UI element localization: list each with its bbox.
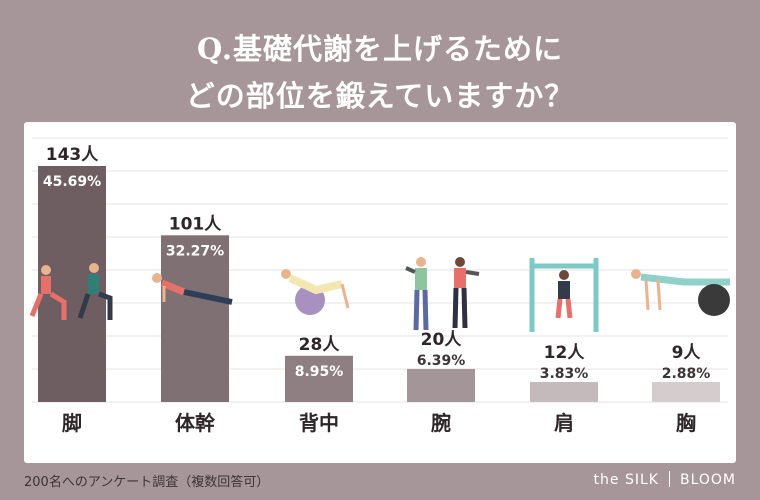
category-label: 肩 — [554, 411, 574, 435]
leg-exercise-illustration — [29, 263, 113, 320]
count-label: 9人 — [672, 343, 702, 363]
chart-title-line-1: Q.基礎代謝を上げるために — [197, 32, 563, 66]
percent-label: 6.39% — [417, 353, 466, 369]
count-label: 28人 — [299, 335, 341, 355]
brand-bloom: BLOOM — [679, 472, 736, 488]
count-label: 20人 — [421, 330, 463, 350]
bar-4 — [530, 382, 598, 402]
bar-3 — [407, 368, 475, 402]
brand-logo: the SILK BLOOM — [594, 471, 736, 488]
brand-the-silk: the SILK — [593, 472, 659, 488]
category-label: 脚 — [62, 411, 82, 435]
count-label: 12人 — [544, 343, 586, 363]
category-label: 胸 — [676, 411, 696, 435]
count-label: 143人 — [46, 145, 99, 165]
core-exercise-illustration — [152, 273, 233, 305]
bar-1 — [161, 235, 229, 402]
bar-5 — [652, 382, 720, 402]
category-label: 背中 — [299, 411, 339, 435]
percent-label: 2.88% — [662, 366, 711, 382]
percent-label: 3.83% — [540, 366, 589, 382]
arm-exercise-illustration — [405, 257, 480, 331]
chart-panel: 45.69% 143人脚 32.27% 101人体幹 8.95% 28人背中 6.39% 20… — [24, 122, 736, 463]
shoulder-exercise-illustration — [529, 258, 599, 332]
count-label: 101人 — [169, 214, 222, 234]
percent-label: 8.95% — [295, 364, 344, 380]
category-label: 腕 — [430, 411, 451, 435]
percent-label: 32.27% — [166, 243, 224, 259]
survey-note: 200名へのアンケート調査（複数回答可） — [24, 475, 270, 490]
brand-divider — [668, 471, 670, 487]
percent-label: 45.69% — [43, 174, 101, 190]
back-exercise-illustration — [281, 269, 350, 315]
chest-exercise-illustration — [631, 269, 730, 316]
category-label: 体幹 — [175, 411, 216, 435]
bar-2 — [285, 355, 353, 402]
chart-title-line-2: どの部位を鍛えていますか？ — [185, 79, 575, 113]
